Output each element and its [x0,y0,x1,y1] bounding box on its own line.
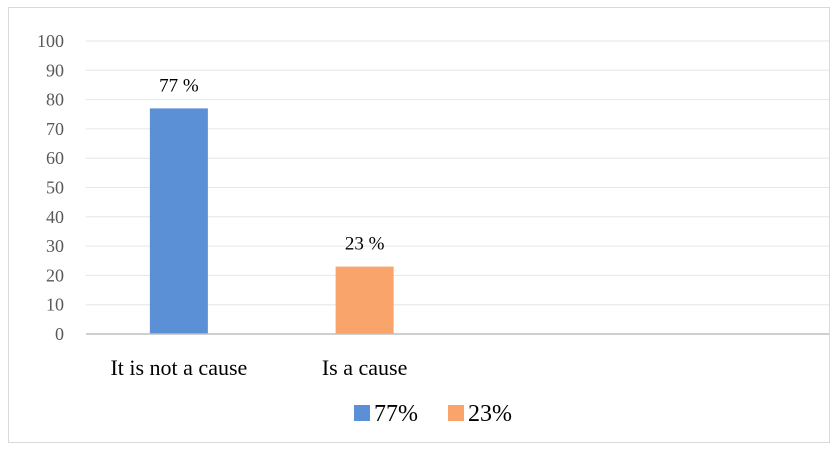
bar [335,266,394,334]
y-tick-label: 100 [37,31,64,51]
y-tick-label: 90 [46,60,64,80]
category-label: It is not a cause [110,355,247,380]
y-tick-label: 50 [46,178,64,198]
data-label: 23 % [345,234,385,255]
chart-frame [8,7,830,443]
y-tick-label: 0 [55,324,64,344]
y-tick-label: 20 [46,265,64,285]
y-tick-label: 60 [46,148,64,168]
y-tick-label: 30 [46,236,64,256]
y-tick-label: 40 [46,207,64,227]
y-tick-label: 80 [46,90,64,110]
legend-swatch [448,405,464,421]
bar [149,108,208,334]
legend-label: 77% [374,401,418,427]
legend-swatch [354,405,370,421]
y-tick-label: 70 [46,119,64,139]
data-label: 77 % [159,75,199,96]
legend-label: 23% [468,401,512,427]
y-tick-label: 10 [46,295,64,315]
category-label: Is a cause [322,355,408,380]
